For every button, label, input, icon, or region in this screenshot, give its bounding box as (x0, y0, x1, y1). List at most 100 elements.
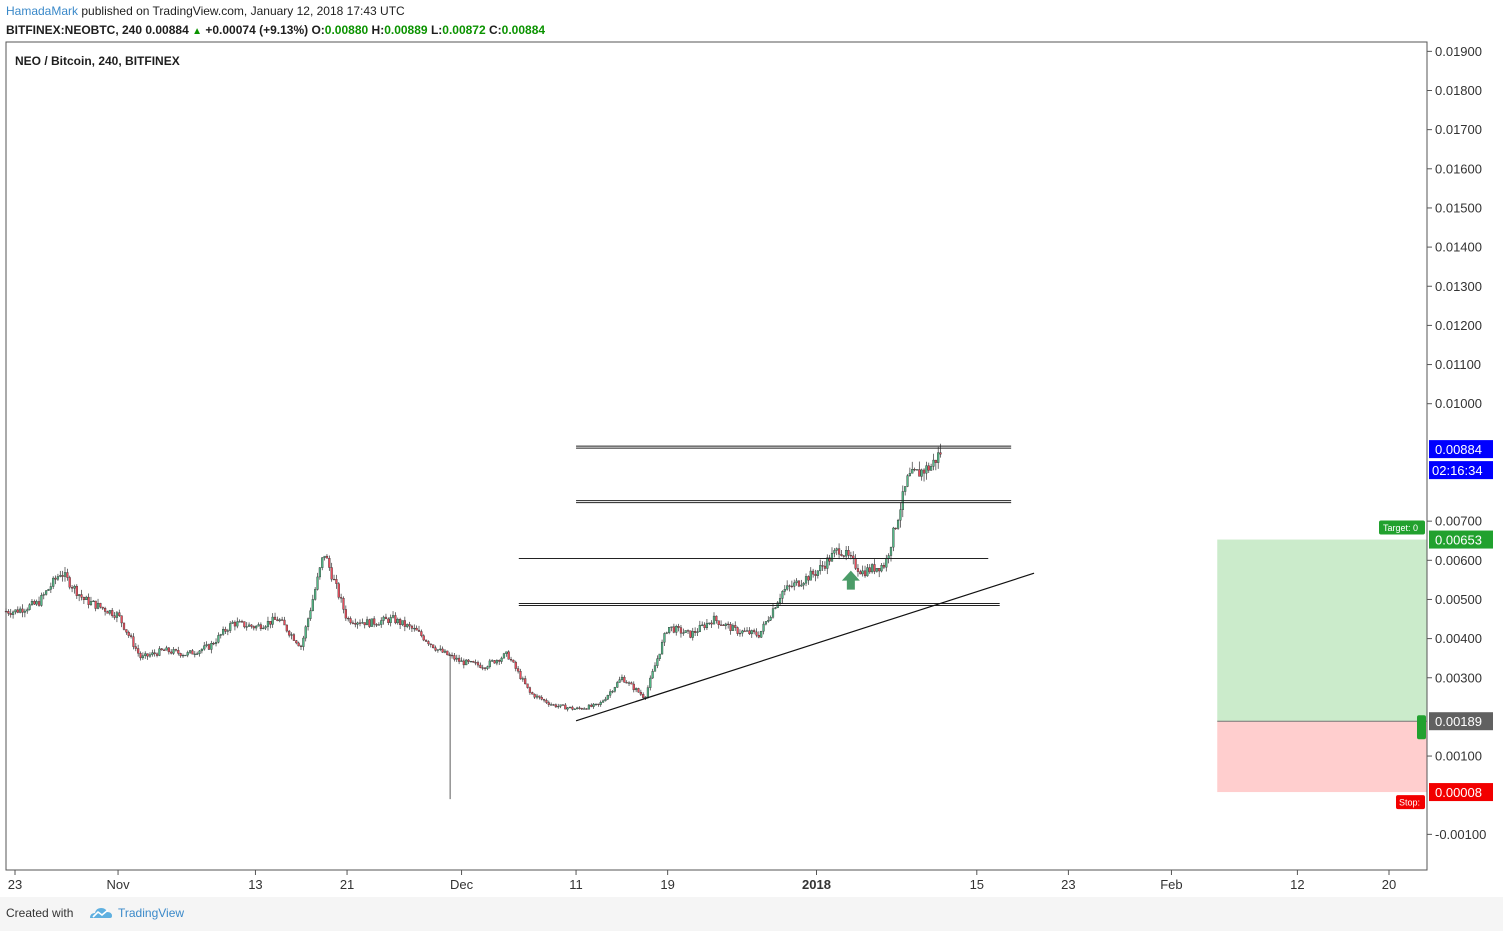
candle-body (696, 631, 699, 633)
created-with-text: Created with (6, 906, 74, 920)
candle-body (396, 619, 399, 624)
candle-body (594, 703, 598, 705)
candle-body (297, 642, 300, 647)
countdown-tag-text: 02:16:34 (1432, 463, 1483, 478)
candle-body (134, 646, 137, 649)
stop-label-text: Stop: (1399, 798, 1420, 808)
candle-body (797, 580, 801, 587)
candle-body (7, 611, 10, 614)
close-label: C: (489, 23, 502, 37)
candle-body (321, 557, 324, 568)
candle-body (675, 626, 678, 633)
candle-body (394, 615, 397, 624)
candle-body (257, 624, 260, 627)
candle-body (863, 570, 867, 577)
candle-body (295, 640, 298, 644)
x-tick-label: Dec (450, 877, 474, 892)
candle-body (186, 652, 189, 656)
candle-body (483, 667, 487, 669)
candle-body (21, 608, 24, 613)
candle-body (415, 627, 418, 631)
candle-body (382, 616, 385, 621)
x-tick-label: Nov (106, 877, 130, 892)
candle-body (635, 688, 638, 691)
candle-body (514, 661, 517, 669)
candle-body (420, 631, 423, 636)
y-tick-label: 0.00400 (1435, 631, 1482, 646)
candle-body (531, 692, 534, 695)
candle-body (854, 558, 857, 569)
x-tick-label: 15 (970, 877, 984, 892)
ohlc-summary: BITFINEX:NEOBTC, 240 0.00884 ▲ +0.00074 … (6, 23, 545, 37)
candle-body (708, 622, 711, 624)
candle-body (328, 558, 331, 568)
candle-body (184, 654, 187, 657)
candle-body (481, 667, 484, 669)
price-chart[interactable]: 0.01900 0.01800 0.01700 0.01600 0.01500 0.014… (0, 0, 1503, 897)
candle-body (568, 706, 572, 709)
candle-body (155, 653, 159, 656)
candle-body (613, 687, 616, 692)
y-tick-label: 0.01100 (1435, 357, 1481, 372)
candle-body (163, 649, 166, 651)
candle-body (165, 647, 168, 651)
candle-body (42, 594, 45, 596)
candle-body (778, 598, 782, 603)
candle-body (132, 636, 135, 647)
candle-body (684, 630, 687, 633)
candle-body (491, 660, 494, 662)
candle-body (458, 657, 461, 662)
candle-body (35, 601, 38, 605)
candle-body (472, 661, 475, 663)
candle-body (337, 583, 340, 598)
candle-body (559, 704, 562, 707)
candle-body (719, 624, 723, 626)
candle-body (172, 649, 175, 654)
candle-body (545, 700, 548, 703)
candle-body (566, 707, 569, 710)
candle-body (637, 688, 640, 693)
candle-body (731, 625, 734, 631)
candle-body (873, 564, 876, 572)
candle-body (712, 615, 716, 625)
candle-body (264, 626, 267, 629)
y-tick-label: 0.01900 (1435, 44, 1482, 59)
candle-body (885, 558, 888, 568)
candle-body (660, 641, 664, 655)
candle-body (389, 617, 392, 623)
candle-body (842, 555, 845, 557)
candle-body (859, 571, 862, 575)
candle-body (665, 632, 668, 634)
candle-body (616, 682, 619, 688)
candle-body (104, 608, 107, 612)
high-value: 0.00889 (384, 23, 428, 37)
candle-body (146, 653, 149, 657)
candle-body (125, 629, 128, 633)
candle-body (717, 620, 720, 626)
x-tick-label: 23 (1061, 877, 1075, 892)
chart-legend-title: NEO / Bitcoin, 240, BITFINEX (15, 54, 180, 68)
x-tick-label: 20 (1382, 877, 1396, 892)
entry-handle (1417, 715, 1426, 740)
candle-body (604, 698, 607, 702)
candle-body (212, 643, 215, 645)
candle-body (925, 465, 928, 474)
candle-body (401, 620, 404, 625)
candle-body (620, 676, 624, 680)
y-tick-label: 0.01000 (1435, 396, 1482, 411)
candle-body (571, 706, 574, 710)
tradingview-link[interactable]: TradingView (118, 906, 185, 920)
candle-body (663, 633, 666, 643)
x-tick-label: 19 (660, 877, 674, 892)
candle-body (403, 620, 406, 627)
countdown-tag-bg (1429, 461, 1493, 480)
candle-body (82, 597, 85, 601)
candle-body (677, 626, 680, 628)
author-link[interactable]: HamadaMark (6, 4, 79, 18)
candle-body (122, 622, 126, 630)
candle-body (755, 631, 758, 636)
target-tag-bg (1429, 530, 1493, 549)
candle-body (120, 615, 123, 624)
candle-body (302, 637, 305, 647)
candle-body (474, 662, 477, 664)
